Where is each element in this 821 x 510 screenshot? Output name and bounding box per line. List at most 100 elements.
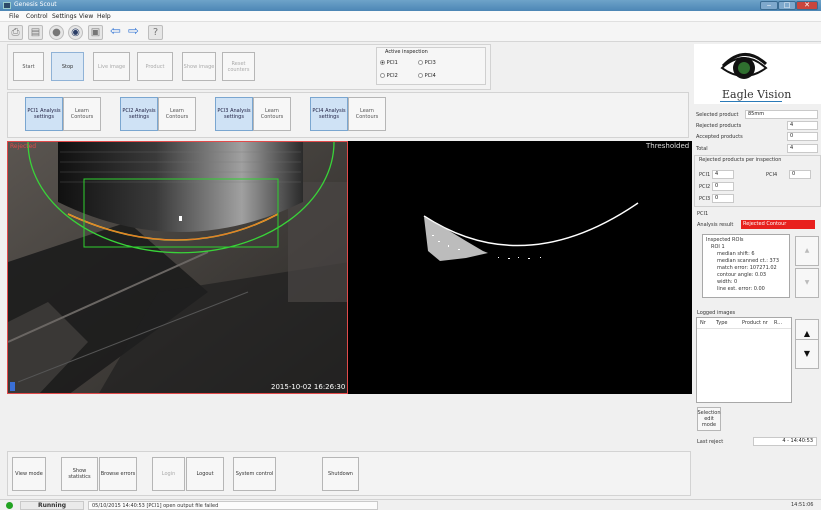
camera-view-thresholded[interactable]: Thresholded	[348, 141, 692, 394]
logo-area: Eagle Vision	[694, 44, 821, 104]
menu-help[interactable]: Help	[97, 13, 111, 20]
last-reject-value: 4 - 14:40:53	[753, 437, 817, 446]
radio-pci4-indicator[interactable]	[418, 73, 423, 78]
rejected-products-value: 4	[787, 121, 818, 130]
login-button[interactable]: Login	[152, 457, 185, 491]
record-icon[interactable]: ●	[49, 25, 64, 40]
column-r[interactable]: R...	[774, 320, 783, 326]
menu-control[interactable]: Control	[26, 13, 48, 20]
pci1-count-label: PCI1	[699, 172, 711, 178]
tree-node[interactable]: median shift: 6	[717, 251, 755, 257]
camera-icon[interactable]: ▣	[88, 25, 103, 40]
radio-pci1[interactable]: PCI1	[380, 60, 398, 66]
eagle-eye-logo	[720, 53, 768, 79]
close-button[interactable]: ✕	[796, 1, 818, 10]
print-icon[interactable]: ⎙	[8, 25, 23, 40]
tree-node[interactable]: match error: 107271.02	[717, 265, 777, 271]
tree-node[interactable]: contour angle: 0.03	[717, 272, 767, 278]
pci2-count-label: PCI2	[699, 184, 711, 190]
pci2-analysis-settings-button[interactable]: PCI2 Analysis settings	[120, 97, 158, 131]
system-control-button[interactable]: System control	[233, 457, 276, 491]
thresholded-label: Thresholded	[646, 142, 690, 150]
radio-pci4[interactable]: PCI4	[418, 73, 436, 79]
save-icon[interactable]: ▤	[28, 25, 43, 40]
radio-pci2-indicator[interactable]	[380, 73, 385, 78]
show-image-button[interactable]: Show image	[182, 52, 216, 81]
column-nr[interactable]: Nr	[700, 320, 706, 326]
radio-pci2[interactable]: PCI2	[380, 73, 398, 79]
running-status: Running	[20, 501, 84, 510]
column-type[interactable]: Type	[716, 320, 728, 326]
pci4-learn-contours-button[interactable]: Learn Contours	[348, 97, 386, 131]
radio-pci3-indicator[interactable]	[418, 60, 423, 65]
forward-arrow-icon[interactable]: ⇨	[128, 24, 139, 39]
pci4-analysis-settings-button[interactable]: PCI4 Analysis settings	[310, 97, 348, 131]
pci4-count-label: PCI4	[766, 172, 778, 178]
show-statistics-button[interactable]: Show statistics	[61, 457, 98, 491]
start-button[interactable]: Start	[13, 52, 44, 81]
browse-errors-button[interactable]: Browse errors	[99, 457, 137, 491]
view-mode-button[interactable]: View mode	[12, 457, 46, 491]
analysis-tree[interactable]: Inspected ROIs ROI 1 median shift: 6 med…	[702, 234, 790, 298]
tree-up-button[interactable]: ▲	[795, 236, 819, 266]
active-inspection-title: Active inspection	[385, 49, 428, 55]
total-value: 4	[787, 144, 818, 153]
status-clock: 14:51:06	[791, 502, 814, 508]
menu-settings[interactable]: Settings	[52, 13, 77, 20]
rejected-label: Rejected	[10, 143, 37, 150]
camera-image	[8, 142, 347, 393]
selection-edit-mode-button[interactable]: Selection edit mode	[697, 407, 721, 431]
help-icon[interactable]: ?	[148, 25, 163, 40]
analysis-result-badge: Rejected Contour	[741, 220, 815, 229]
pci3-count-label: PCI3	[699, 196, 711, 202]
tree-node[interactable]: width: 0	[717, 279, 738, 285]
pci2-learn-contours-button[interactable]: Learn Contours	[158, 97, 196, 131]
tree-down-button[interactable]: ▼	[795, 268, 819, 298]
pci1-count-value: 4	[712, 170, 734, 179]
analysis-section-label: PCI1	[697, 211, 709, 217]
threshold-image	[423, 202, 639, 261]
product-button[interactable]: Product	[137, 52, 173, 81]
radio-pci1-indicator[interactable]	[380, 60, 385, 65]
reset-counters-button[interactable]: Reset counters	[222, 52, 255, 81]
menu-bar: File Control Settings View Help	[0, 11, 821, 22]
back-arrow-icon[interactable]: ⇦	[110, 24, 121, 39]
menu-file[interactable]: File	[9, 13, 20, 20]
maximize-button[interactable]: □	[778, 1, 796, 10]
tree-node[interactable]: ROI 1	[711, 244, 725, 250]
tree-node[interactable]: median scanned ct.: 373	[717, 258, 780, 264]
tree-node[interactable]: line est. error: 0.00	[717, 286, 765, 292]
rejected-products-label: Rejected products	[696, 123, 742, 129]
tree-node[interactable]: Inspected ROIs	[706, 237, 744, 243]
pci2-count-value: 0	[712, 182, 734, 191]
total-label: Total	[696, 146, 708, 152]
status-message: 05/10/2015 14:40:53 [PCI1] open output f…	[88, 501, 378, 510]
radio-pci3[interactable]: PCI3	[418, 60, 436, 66]
status-bar: Running 05/10/2015 14:40:53 [PCI1] open …	[0, 499, 821, 510]
pci4-count-value: 0	[789, 170, 811, 179]
column-product-nr[interactable]: Product nr	[742, 320, 768, 326]
capture-icon[interactable]: ◉	[68, 25, 83, 40]
live-image-button[interactable]: Live image	[93, 52, 130, 81]
last-reject-label: Last reject	[697, 439, 724, 445]
pci3-analysis-settings-button[interactable]: PCI3 Analysis settings	[215, 97, 253, 131]
pci1-learn-contours-button[interactable]: Learn Contours	[63, 97, 101, 131]
pci3-count-value: 0	[712, 194, 734, 203]
minimize-button[interactable]: ‒	[760, 1, 778, 10]
camera-view-rejected[interactable]: Rejected 2015-10-02 16:26:30	[7, 141, 348, 394]
stop-button[interactable]: Stop	[51, 52, 84, 81]
accepted-products-label: Accepted products	[696, 134, 743, 140]
analysis-result-label: Analysis result	[697, 222, 734, 228]
pci3-learn-contours-button[interactable]: Learn Contours	[253, 97, 291, 131]
per-inspection-title: Rejected products per inspection	[699, 157, 782, 163]
shutdown-button[interactable]: Shutdown	[322, 457, 359, 491]
pci1-analysis-settings-button[interactable]: PCI1 Analysis settings	[25, 97, 63, 131]
selected-product-label: Selected product	[696, 112, 739, 118]
title-bar: Genesis Scout ‒ □ ✕	[0, 0, 821, 11]
logout-button[interactable]: Logout	[186, 457, 224, 491]
logged-images-list[interactable]: Nr Type Product nr R...	[696, 317, 792, 403]
window-title: Genesis Scout	[14, 1, 57, 8]
logged-down-button[interactable]: ▼	[795, 339, 819, 369]
menu-view[interactable]: View	[79, 13, 94, 20]
selected-product-field[interactable]: 85mm	[745, 110, 818, 119]
